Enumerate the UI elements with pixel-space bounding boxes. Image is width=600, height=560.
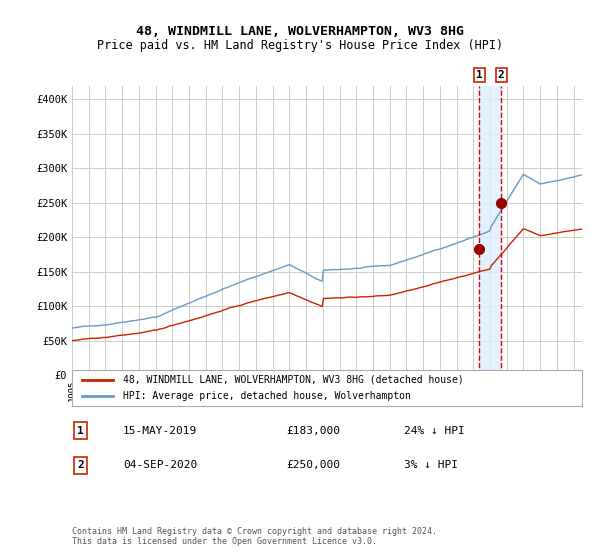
Text: 1: 1 [77,426,84,436]
Text: 2: 2 [77,460,84,470]
Text: 2: 2 [498,70,505,80]
Text: Price paid vs. HM Land Registry's House Price Index (HPI): Price paid vs. HM Land Registry's House … [97,39,503,52]
Text: Contains HM Land Registry data © Crown copyright and database right 2024.
This d: Contains HM Land Registry data © Crown c… [72,526,437,546]
Text: 1: 1 [476,70,483,80]
Text: £250,000: £250,000 [286,460,340,470]
Text: 24% ↓ HPI: 24% ↓ HPI [404,426,464,436]
Text: 15-MAY-2019: 15-MAY-2019 [123,426,197,436]
Text: 48, WINDMILL LANE, WOLVERHAMPTON, WV3 8HG: 48, WINDMILL LANE, WOLVERHAMPTON, WV3 8H… [136,25,464,38]
Text: £183,000: £183,000 [286,426,340,436]
Text: 48, WINDMILL LANE, WOLVERHAMPTON, WV3 8HG (detached house): 48, WINDMILL LANE, WOLVERHAMPTON, WV3 8H… [123,375,464,385]
Text: HPI: Average price, detached house, Wolverhampton: HPI: Average price, detached house, Wolv… [123,391,411,401]
Bar [479,86,501,375]
Text: 04-SEP-2020: 04-SEP-2020 [123,460,197,470]
Text: 3% ↓ HPI: 3% ↓ HPI [404,460,458,470]
